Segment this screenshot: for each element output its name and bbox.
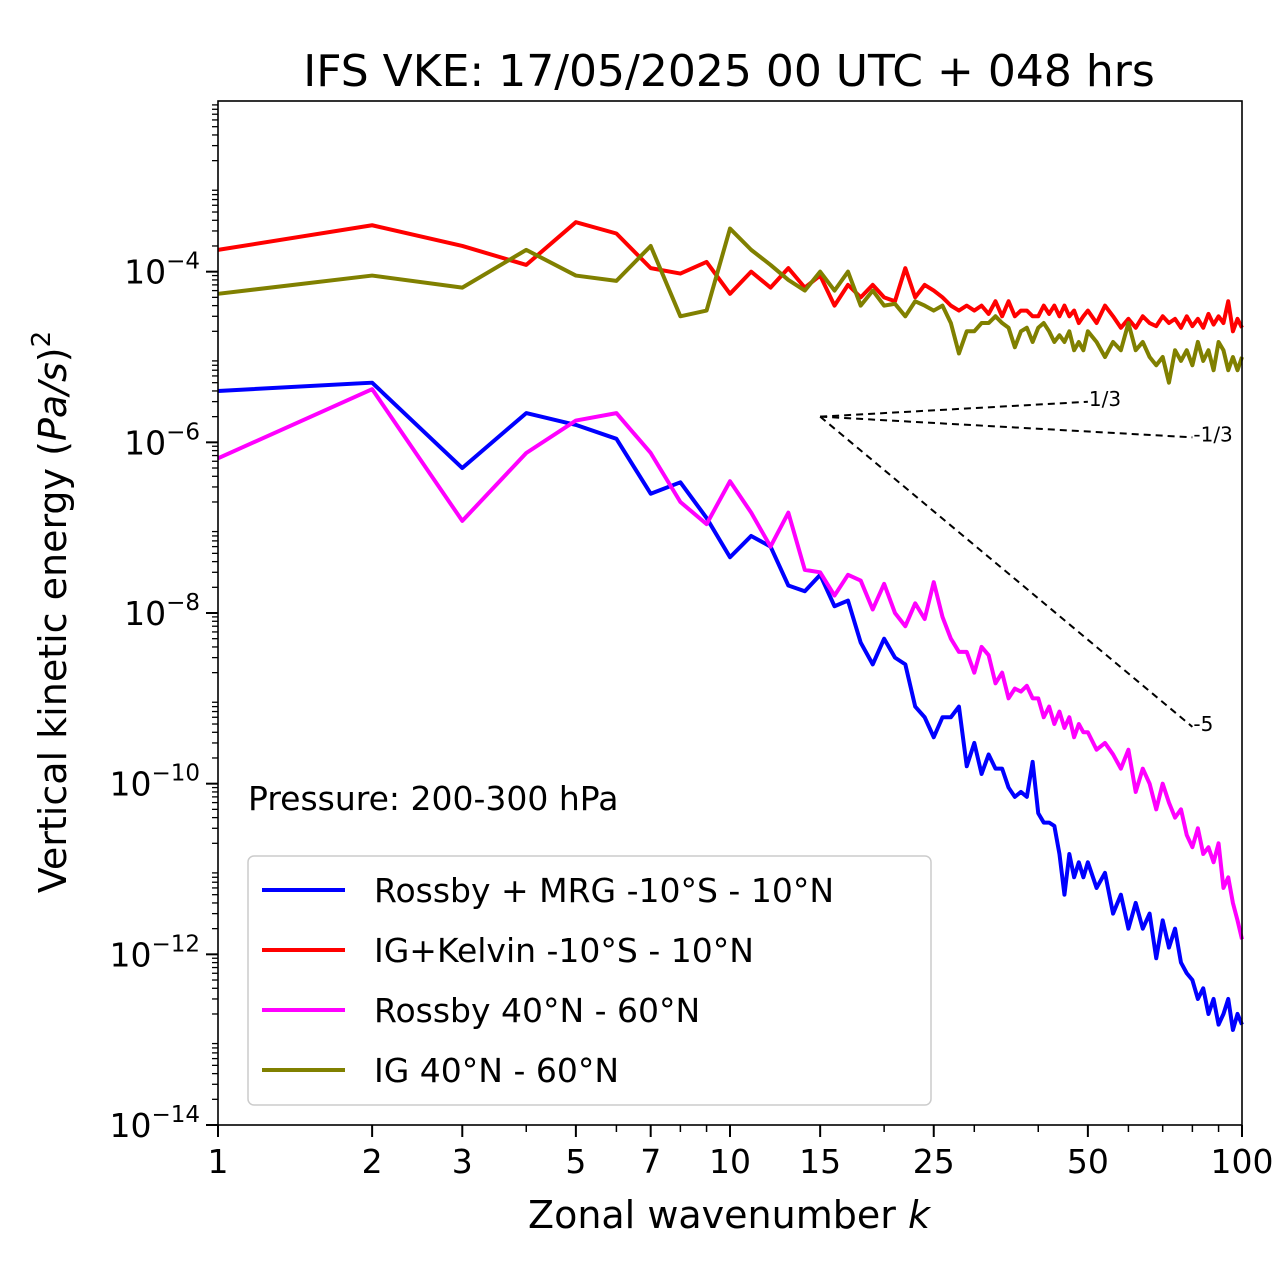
x-tick-label: 15 (799, 1142, 841, 1181)
x-axis: 1 2 3 5 7 10 15 25 50 100 (208, 1125, 1274, 1181)
y-axis-label: Vertical kinetic energy (Pa/s)2 (27, 331, 75, 893)
chart-title: IFS VKE: 17/05/2025 00 UTC + 048 hrs (303, 46, 1155, 97)
y-axis-label-suffix: ) (31, 347, 75, 362)
x-axis-label-text: Zonal wavenumber (528, 1193, 896, 1237)
ref-slope-label-1: -1/3 (1193, 422, 1232, 446)
x-axis-label-var: k (908, 1193, 932, 1237)
legend-box (247, 855, 932, 1106)
ref-slope-label-2: -5 (1193, 712, 1213, 736)
y-tick-label: 10−14 (109, 1102, 200, 1145)
x-tick-label: 7 (640, 1142, 661, 1181)
x-tick-label: 100 (1211, 1142, 1274, 1181)
y-tick-label: 10−6 (124, 419, 200, 462)
x-axis-label: Zonal wavenumber k (528, 1193, 932, 1237)
series-line-2 (217, 387, 1244, 940)
series-line-1 (217, 220, 1244, 334)
x-tick-label: 25 (913, 1142, 955, 1181)
ref-slope-label-0: 1/3 (1089, 387, 1121, 411)
x-tick-label: 2 (362, 1142, 383, 1181)
series-layer (217, 220, 1244, 1032)
legend-label-1: IG+Kelvin -10°S - 10°N (374, 931, 754, 970)
legend-items: Rossby + MRG -10°S - 10°N IG+Kelvin -10°S… (262, 871, 834, 1090)
y-tick-label: 10−4 (124, 249, 200, 292)
ref-slope-line-2 (819, 415, 1194, 728)
series-line-3 (217, 226, 1244, 385)
reference-slopes: 1/3 -1/3 -5 (819, 387, 1233, 736)
x-tick-label: 1 (208, 1142, 229, 1181)
x-tick-label: 50 (1067, 1142, 1109, 1181)
ref-slope-line-1 (820, 415, 1193, 439)
x-tick-label: 10 (709, 1142, 751, 1181)
x-tick-label: 5 (565, 1142, 586, 1181)
pressure-annotation: Pressure: 200-300 hPa (248, 779, 618, 818)
legend: Rossby + MRG -10°S - 10°N IG+Kelvin -10°S… (247, 855, 932, 1106)
y-tick-label: 10−12 (109, 931, 200, 974)
legend-label-3: IG 40°N - 60°N (374, 1051, 619, 1090)
ref-slope-line-0 (820, 400, 1088, 418)
legend-label-2: Rossby 40°N - 60°N (374, 991, 700, 1030)
x-tick-label: 3 (452, 1142, 473, 1181)
y-tick-label: 10−10 (109, 761, 200, 804)
y-axis: 10−14 10−12 10−10 10−8 10−6 10−4 (109, 104, 218, 1145)
y-axis-label-exp: 2 (27, 331, 57, 348)
y-axis-label-var: Pa/s (31, 362, 75, 441)
legend-label-0: Rossby + MRG -10°S - 10°N (374, 871, 834, 910)
y-tick-label: 10−8 (124, 590, 200, 633)
y-axis-label-prefix: Vertical kinetic energy ( (31, 441, 75, 893)
series-line-0 (217, 380, 1244, 1032)
